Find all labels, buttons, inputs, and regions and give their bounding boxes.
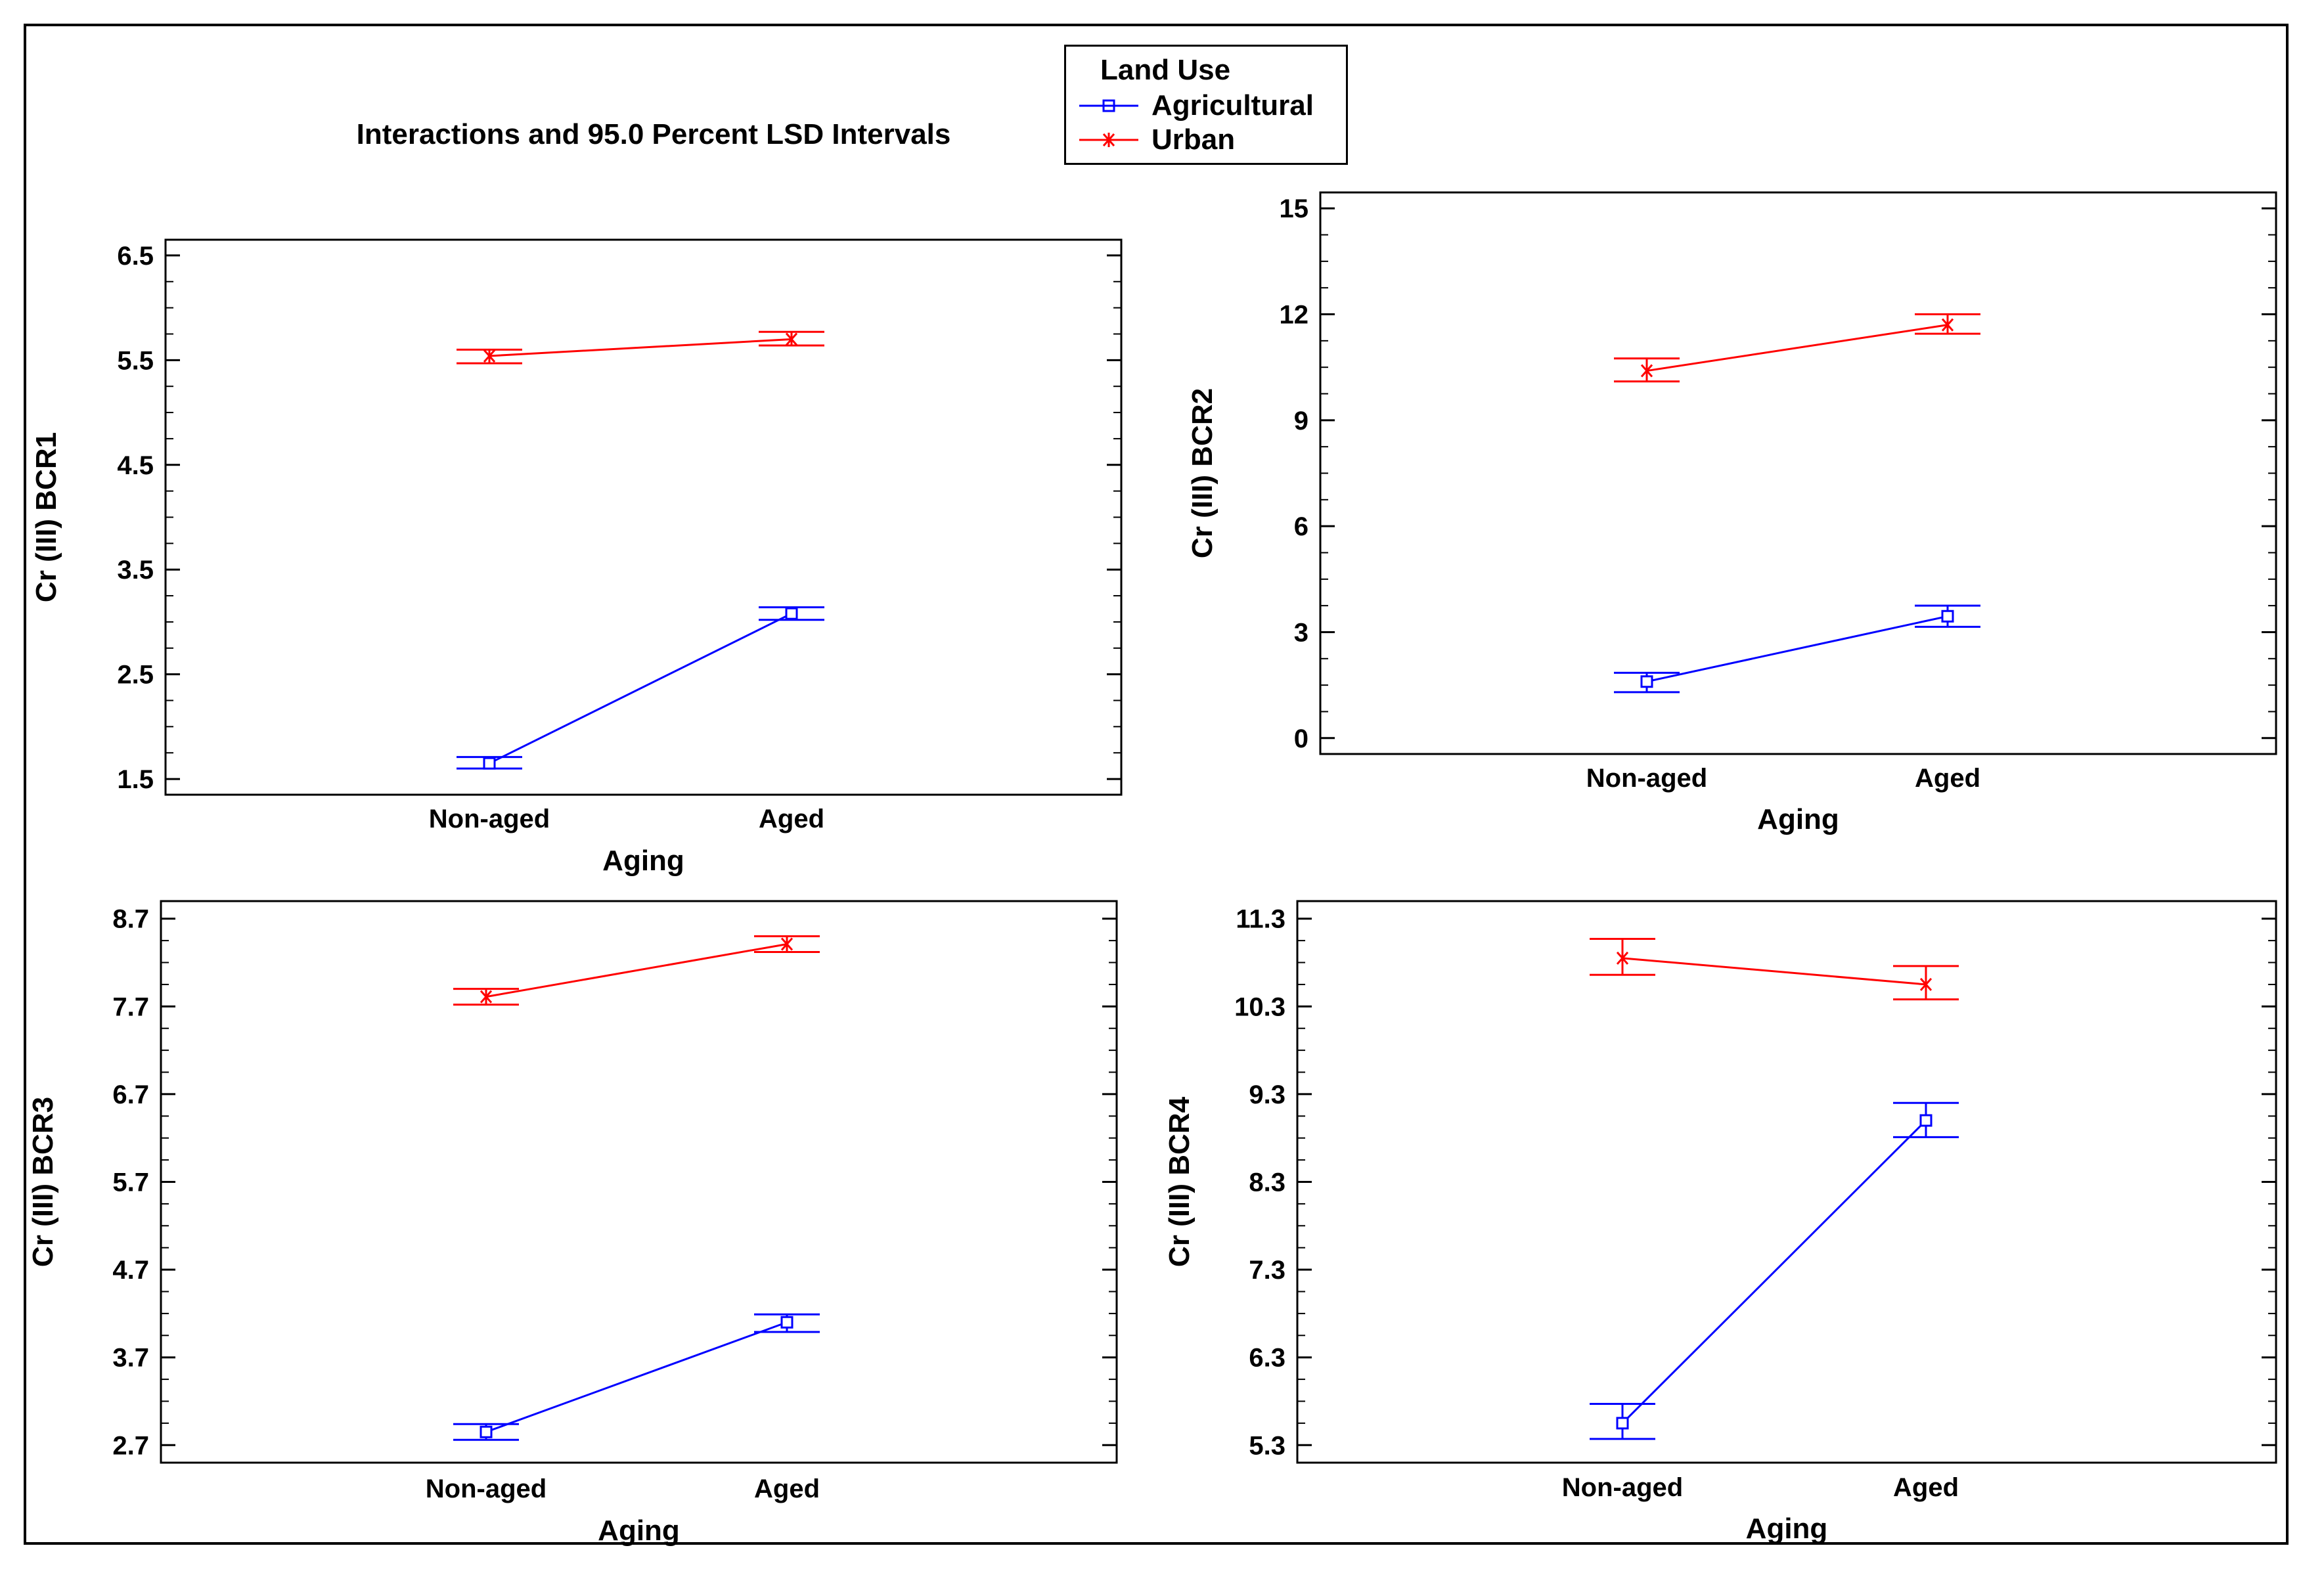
x-tick-label: Aged	[759, 805, 824, 833]
data-point-urban	[1616, 950, 1629, 965]
data-point-urban	[480, 989, 493, 1004]
x-axis-label: Aging	[598, 1515, 680, 1547]
y-tick-label: 6.7	[112, 1080, 149, 1109]
y-tick-label: 15	[1280, 194, 1309, 223]
y-tick-label: 3	[1294, 618, 1308, 647]
x-tick-label: Aged	[1915, 764, 1980, 793]
x-tick-label: Non-aged	[1562, 1473, 1683, 1502]
series-line-urban	[485, 942, 788, 998]
data-point-urban	[785, 332, 798, 347]
series-line-urban	[1622, 957, 1927, 986]
data-point-agricultural	[1616, 1417, 1629, 1430]
chart-title: Interactions and 95.0 Percent LSD Interv…	[356, 118, 951, 150]
x-axis-label: Aging	[1757, 803, 1839, 835]
y-tick-label: 3.5	[117, 556, 154, 585]
y-tick-label: 1.5	[117, 765, 154, 794]
legend-marker-agricultural	[1079, 99, 1138, 112]
y-tick-label: 4.5	[117, 451, 154, 480]
y-axis-label: Cr (III) BCR2	[1186, 388, 1218, 558]
y-tick-label: 8.7	[112, 905, 149, 934]
y-tick-label: 5.5	[117, 346, 154, 375]
x-axis-label: Aging	[602, 845, 684, 877]
legend-label-urban: Urban	[1151, 123, 1236, 156]
data-point-agricultural	[1941, 609, 1954, 623]
data-point-urban	[483, 348, 496, 363]
data-point-agricultural	[1640, 675, 1653, 688]
x-tick-label: Non-aged	[426, 1474, 547, 1503]
series-line-agricultural	[1621, 1119, 1927, 1424]
y-tick-label: 6	[1294, 512, 1308, 541]
data-point-urban	[1919, 977, 1933, 992]
x-tick-label: Non-aged	[1586, 764, 1707, 793]
x-tick-label: Non-aged	[429, 805, 550, 833]
y-tick-label: 2.5	[117, 661, 154, 690]
y-tick-label: 2.7	[112, 1431, 149, 1460]
y-tick-label: 7.3	[1249, 1256, 1285, 1285]
y-axis-label: Cr (III) BCR1	[30, 432, 62, 602]
y-tick-label: 10.3	[1234, 992, 1285, 1021]
x-tick-label: Aged	[1893, 1473, 1959, 1502]
y-tick-label: 8.3	[1249, 1168, 1285, 1197]
y-tick-label: 6.3	[1249, 1344, 1285, 1373]
data-point-urban	[1640, 363, 1653, 378]
x-axis-label: Aging	[1746, 1513, 1828, 1545]
x-tick-label: Aged	[754, 1474, 820, 1503]
legend-label-agricultural: Agricultural	[1151, 89, 1314, 122]
y-tick-label: 11.3	[1236, 905, 1285, 934]
y-tick-label: 12	[1280, 301, 1309, 330]
legend-title: Land Use	[1100, 54, 1231, 86]
y-axis-label: Cr (III) BCR3	[27, 1097, 59, 1267]
data-point-agricultural	[483, 757, 496, 770]
y-tick-label: 5.7	[112, 1168, 149, 1197]
data-point-urban	[780, 937, 793, 952]
series-line-urban	[1646, 324, 1948, 372]
plot-area	[1296, 900, 2277, 1464]
series-line-agricultural	[489, 612, 792, 764]
series-line-agricultural	[1646, 615, 1948, 683]
y-tick-label: 0	[1294, 724, 1308, 753]
data-point-agricultural	[785, 607, 798, 620]
y-tick-label: 3.7	[112, 1344, 149, 1373]
y-tick-label: 4.7	[112, 1256, 149, 1285]
data-point-agricultural	[780, 1316, 793, 1329]
series-line-urban	[489, 338, 792, 357]
data-point-urban	[1941, 317, 1954, 332]
data-point-agricultural	[480, 1425, 493, 1438]
legend: Land Use Agricultural Urban	[1064, 45, 1348, 165]
y-tick-label: 5.3	[1249, 1431, 1285, 1460]
y-tick-label: 6.5	[117, 242, 154, 271]
data-point-agricultural	[1919, 1114, 1933, 1127]
y-tick-label: 9.3	[1249, 1080, 1285, 1109]
figure-frame	[24, 24, 2289, 1545]
y-tick-label: 9	[1294, 407, 1308, 435]
y-tick-label: 7.7	[112, 992, 149, 1021]
series-line-agricultural	[485, 1321, 788, 1433]
legend-marker-urban	[1079, 133, 1138, 147]
y-axis-label: Cr (III) BCR4	[1163, 1096, 1196, 1267]
